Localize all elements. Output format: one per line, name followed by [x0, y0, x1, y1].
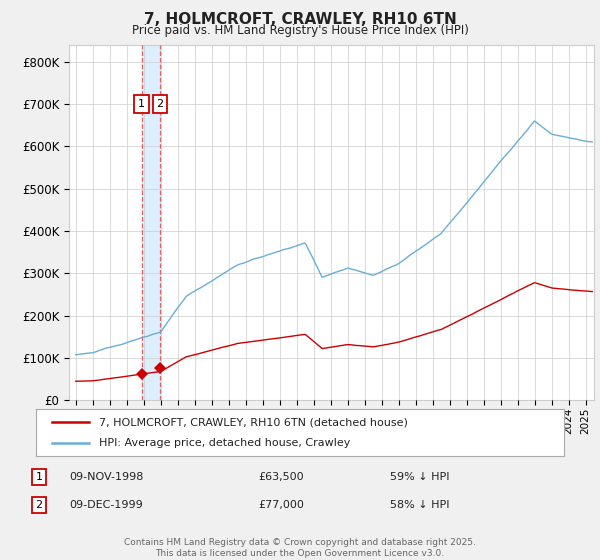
Text: 7, HOLMCROFT, CRAWLEY, RH10 6TN (detached house): 7, HOLMCROFT, CRAWLEY, RH10 6TN (detache…: [100, 417, 408, 427]
Text: 59% ↓ HPI: 59% ↓ HPI: [390, 472, 449, 482]
Text: This data is licensed under the Open Government Licence v3.0.: This data is licensed under the Open Gov…: [155, 549, 445, 558]
Text: 2: 2: [157, 99, 164, 109]
Text: Contains HM Land Registry data © Crown copyright and database right 2025.: Contains HM Land Registry data © Crown c…: [124, 538, 476, 547]
Text: HPI: Average price, detached house, Crawley: HPI: Average price, detached house, Craw…: [100, 438, 351, 448]
Text: Price paid vs. HM Land Registry's House Price Index (HPI): Price paid vs. HM Land Registry's House …: [131, 24, 469, 37]
Text: 58% ↓ HPI: 58% ↓ HPI: [390, 500, 449, 510]
Text: £63,500: £63,500: [258, 472, 304, 482]
Bar: [142, 45, 160, 400]
Text: £77,000: £77,000: [258, 500, 304, 510]
Text: 1: 1: [35, 472, 43, 482]
Text: 7, HOLMCROFT, CRAWLEY, RH10 6TN: 7, HOLMCROFT, CRAWLEY, RH10 6TN: [143, 12, 457, 27]
Text: 2: 2: [35, 500, 43, 510]
Text: 1: 1: [138, 99, 145, 109]
Text: 09-DEC-1999: 09-DEC-1999: [69, 500, 143, 510]
Text: 09-NOV-1998: 09-NOV-1998: [69, 472, 143, 482]
